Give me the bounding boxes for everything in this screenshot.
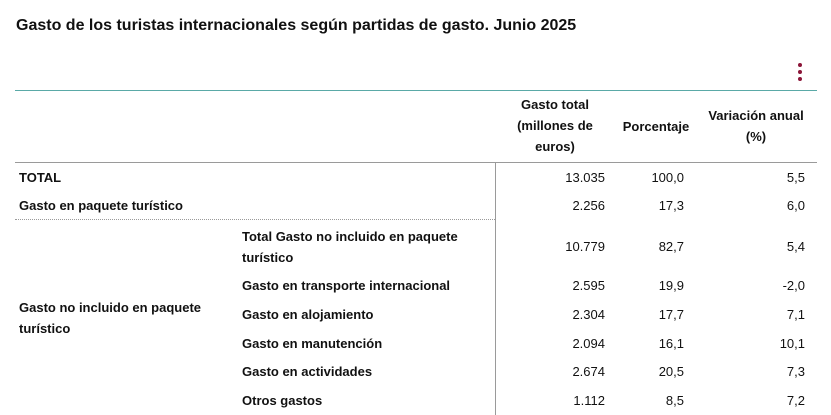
cell-paquete-var: 6,0 <box>786 198 805 213</box>
header-gasto-total: Gasto total (millones de euros) <box>517 97 593 154</box>
table-top-border <box>15 90 817 91</box>
subrow-gasto: 10.779 <box>565 239 605 254</box>
header-porcentaje: Porcentaje <box>622 119 690 134</box>
cell-total-var: 5,5 <box>786 170 805 185</box>
subrow-label: Otros gastos <box>242 393 323 408</box>
subrow-label: Gasto en actividades <box>242 364 373 379</box>
subrow-label: Gasto en alojamiento <box>242 307 374 322</box>
subrow-gasto: 1.112 <box>573 393 605 408</box>
subrow-var: 7,1 <box>786 307 805 322</box>
subrow-pct: 16,1 <box>658 336 684 351</box>
subrow-var: 7,3 <box>786 364 805 379</box>
subrow-gasto: 2.674 <box>572 364 605 379</box>
subrow-var: 10,1 <box>779 336 805 351</box>
subrow-pct: 8,5 <box>665 393 684 408</box>
subrow-gasto: 2.595 <box>572 278 605 293</box>
header-separator <box>15 162 817 163</box>
column-divider <box>495 162 496 415</box>
subrow-label: Gasto en transporte internacional <box>242 278 451 293</box>
subrow-pct: 82,7 <box>658 239 684 254</box>
subrow-var: 5,4 <box>786 239 805 254</box>
page-title: Gasto de los turistas internacionales se… <box>16 17 577 34</box>
cell-paquete-pct: 17,3 <box>658 198 684 213</box>
subrow-pct: 20,5 <box>658 364 684 379</box>
subrow-gasto: 2.304 <box>572 307 605 322</box>
row-label-total: TOTAL <box>19 170 62 185</box>
subrow-var: -2,0 <box>782 278 805 293</box>
header-variacion-anual: Variación anual (%) <box>708 108 804 144</box>
subrow-var: 7,2 <box>786 393 805 408</box>
cell-paquete-gasto: 2.256 <box>572 198 605 213</box>
group-label-no-incluido: Gasto no incluido en paquete turístico <box>19 300 202 336</box>
row-separator-dotted <box>15 219 495 220</box>
subrow-pct: 17,7 <box>658 307 684 322</box>
subrow-label: Gasto en manutención <box>242 336 383 351</box>
cell-total-gasto: 13.035 <box>565 170 605 185</box>
kebab-menu-icon[interactable] <box>792 62 808 82</box>
subrow-label: Total Gasto no incluido en paquete turís… <box>242 229 458 265</box>
row-label-paquete: Gasto en paquete turístico <box>19 198 183 213</box>
cell-total-pct: 100,0 <box>651 170 684 185</box>
subrow-pct: 19,9 <box>658 278 684 293</box>
subrow-gasto: 2.094 <box>572 336 605 351</box>
